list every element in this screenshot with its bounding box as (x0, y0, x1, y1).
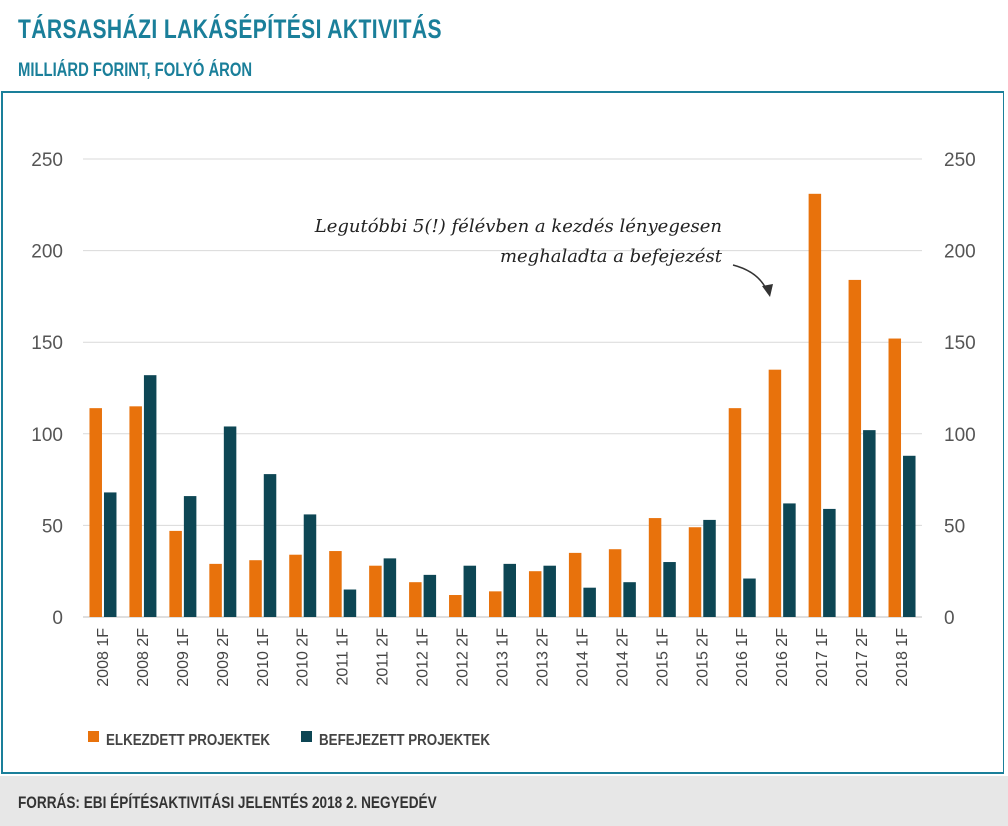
x-tick-label: 2016 2F (774, 628, 791, 687)
bar-started (169, 530, 182, 617)
bar-started (688, 527, 702, 617)
x-tick-label: 2008 2F (135, 628, 152, 687)
bar-completed (423, 574, 437, 617)
legend-label-completed: BEFEJEZETT PROJEKTEK (319, 732, 490, 749)
bar-started (89, 408, 102, 617)
gridlines (83, 158, 922, 618)
y-tick-label-left: 150 (31, 333, 63, 354)
x-tick-label: 2016 1F (734, 628, 751, 687)
x-tick-label: 2011 1F (335, 628, 352, 686)
y-tick-label-left: 100 (31, 425, 63, 446)
legend-swatch-started (88, 731, 99, 742)
bar-completed (263, 474, 277, 617)
y-tick-label-left: 50 (42, 516, 63, 537)
bar-started (528, 571, 542, 617)
bar-completed (903, 455, 916, 617)
y-tick-label-right: 200 (944, 242, 976, 263)
x-tick-label: 2011 2F (375, 628, 392, 686)
bar-started (129, 406, 142, 617)
chart-subtitle: MILLIÁRD FORINT, FOLYÓ ÁRON (18, 60, 253, 81)
bar-completed (583, 587, 596, 617)
annotation-line-2: meghaladta a befejezést (500, 246, 723, 267)
legend: ELKEZDETT PROJEKTEK BEFEJEZETT PROJEKTEK (88, 731, 490, 749)
bar-started (329, 551, 342, 617)
x-tick-label: 2008 1F (95, 628, 112, 687)
bar-started (409, 582, 422, 617)
bar-started (768, 369, 782, 617)
bar-started (848, 279, 862, 617)
bar-completed (303, 514, 317, 617)
legend-swatch-completed (301, 731, 312, 742)
bar-completed (743, 578, 756, 617)
x-tick-label: 2012 2F (455, 628, 472, 687)
y-axis-left: 0 50 100 150 200 250 (31, 150, 63, 629)
bar-completed (383, 558, 397, 617)
bar-started (489, 591, 502, 617)
bar-completed (183, 496, 197, 617)
bar-started (568, 552, 582, 617)
bar-started (449, 595, 462, 617)
bar-completed (543, 565, 556, 617)
x-tick-label: 2018 1F (894, 628, 911, 687)
bar-completed (663, 562, 676, 617)
x-tick-label: 2015 2F (694, 628, 711, 687)
bar-completed (343, 589, 357, 617)
source-bar (0, 776, 1008, 826)
chart-title: TÁRSASHÁZI LAKÁSÉPÍTÉSI AKTIVITÁS (18, 14, 442, 44)
x-tick-label: 2012 1F (415, 628, 432, 687)
bar-started (648, 518, 662, 617)
legend-label-started: ELKEZDETT PROJEKTEK (106, 732, 270, 749)
annotation-arrow (732, 264, 769, 294)
source-note: FORRÁS: EBI ÉPÍTÉSAKTIVITÁSI JELENTÉS 20… (18, 793, 437, 812)
x-tick-label: 2014 1F (574, 628, 591, 687)
x-tick-label: 2009 2F (215, 628, 232, 687)
bar-completed (143, 375, 157, 617)
bars (89, 193, 916, 618)
bar-completed (223, 426, 237, 617)
y-tick-label-right: 250 (944, 150, 976, 171)
bar-started (608, 549, 622, 617)
x-tick-label: 2015 1F (654, 628, 671, 687)
x-tick-label: 2014 2F (614, 628, 631, 687)
x-tick-label: 2017 2F (854, 628, 871, 687)
x-tick-label: 2013 1F (495, 628, 512, 687)
y-tick-label-right: 0 (944, 608, 955, 629)
x-tick-label: 2013 2F (534, 628, 551, 687)
bar-completed (103, 492, 117, 617)
bar-completed (703, 519, 716, 617)
bar-started (369, 565, 382, 617)
bar-started (808, 193, 822, 618)
bar-completed (783, 503, 796, 617)
x-tick-label: 2010 1F (255, 628, 272, 687)
bar-completed (863, 430, 876, 617)
annotation-arrowhead (762, 284, 773, 297)
x-tick-label: 2009 1F (175, 628, 192, 687)
bar-started (289, 554, 302, 617)
bar-completed (823, 508, 836, 617)
y-tick-label-left: 200 (31, 242, 63, 263)
y-tick-label-left: 250 (31, 150, 63, 171)
y-tick-label-right: 50 (944, 516, 965, 537)
annotation: Legutóbbi 5(!) félévben a kezdés lényege… (314, 216, 773, 297)
y-tick-label-left: 0 (52, 608, 63, 629)
y-tick-label-right: 100 (944, 425, 976, 446)
bar-started (249, 560, 262, 617)
bar-started (209, 563, 222, 617)
x-axis: 2008 1F 2008 2F 2009 1F 2009 2F 2010 1F 2010 … (95, 628, 911, 687)
x-tick-label: 2010 2F (295, 628, 312, 687)
y-tick-label-right: 150 (944, 333, 976, 354)
bar-completed (463, 565, 477, 617)
chart-frame (1, 91, 1004, 774)
bar-completed (503, 563, 516, 617)
bar-started (728, 408, 742, 617)
y-axis-right: 0 50 100 150 200 250 (944, 150, 976, 629)
annotation-line-1: Legutóbbi 5(!) félévben a kezdés lényege… (314, 216, 722, 237)
bar-completed (623, 582, 636, 617)
bar-started (888, 338, 902, 617)
x-tick-label: 2017 1F (814, 628, 831, 687)
